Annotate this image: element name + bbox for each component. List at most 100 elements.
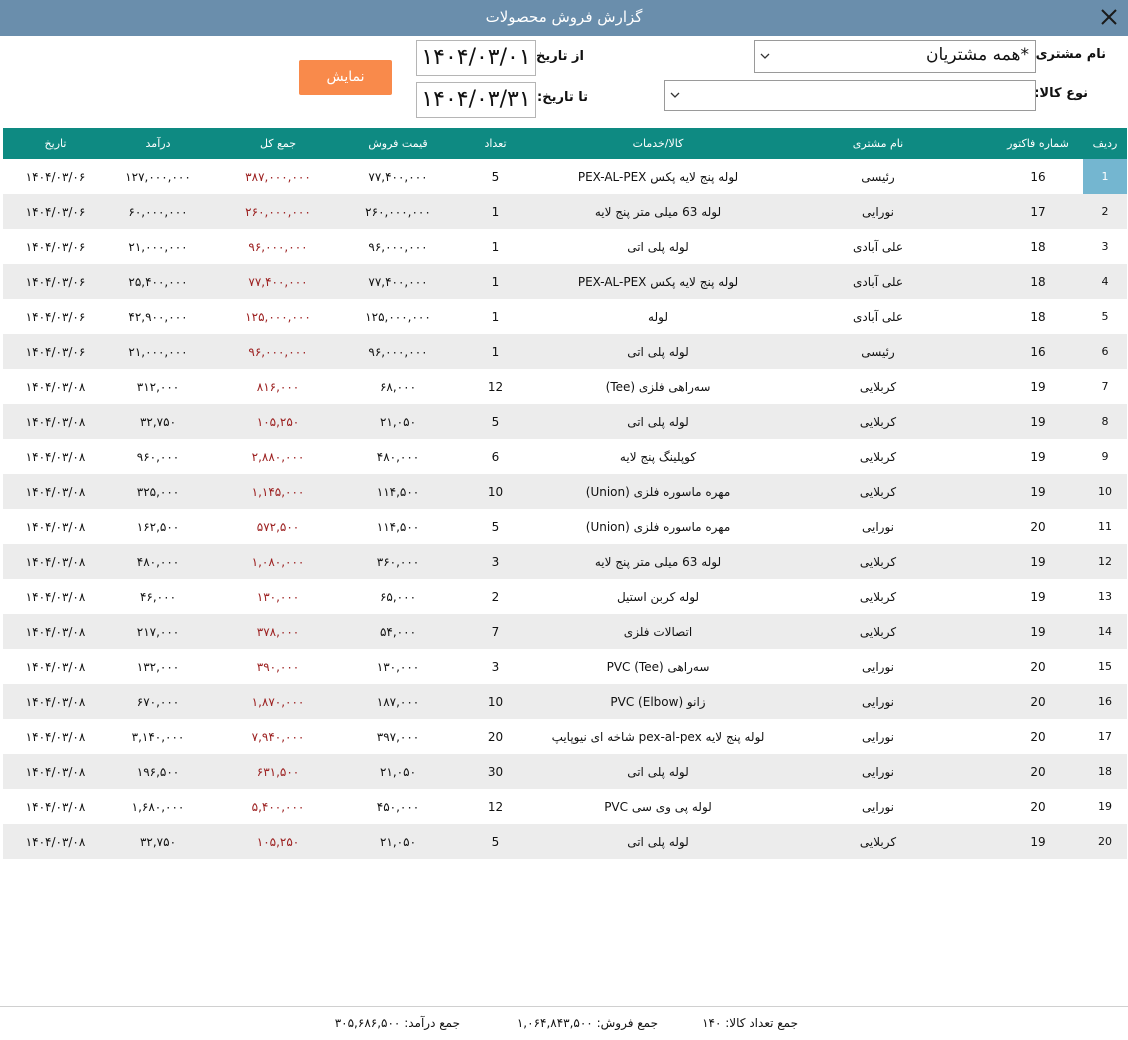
cell-invoice[interactable]: 19 [1030, 484, 1046, 499]
table-row[interactable]: 10 19 کربلایی مهره ماسوره فلزی (Union) 10 ۱۱۴… [3, 474, 1127, 509]
cell-total[interactable]: ۱,۱۴۵,۰۰۰ [251, 484, 305, 499]
cell-income[interactable]: ۶۰,۰۰۰,۰۰۰ [128, 204, 188, 219]
cell-price[interactable]: ۱۲۵,۰۰۰,۰۰۰ [365, 309, 431, 324]
cell-invoice[interactable]: 19 [1030, 834, 1046, 849]
cell-date[interactable]: ۱۴۰۴/۰۳/۰۸ [25, 379, 86, 394]
cell-income[interactable]: ۲۵,۴۰۰,۰۰۰ [128, 274, 188, 289]
cell-product[interactable]: لوله کربن استیل [616, 589, 700, 604]
cell-qty[interactable]: 7 [491, 624, 500, 639]
cell-income[interactable]: ۴۶,۰۰۰ [139, 589, 177, 604]
customer-select[interactable]: *همه مشتریان [754, 40, 1036, 73]
close-icon[interactable] [1096, 4, 1122, 30]
cell-date[interactable]: ۱۴۰۴/۰۳/۰۸ [25, 449, 86, 464]
cell-total[interactable]: ۳۹۰,۰۰۰ [256, 659, 300, 674]
cell-income[interactable]: ۲۱,۰۰۰,۰۰۰ [128, 239, 188, 254]
table-row[interactable]: 13 19 کربلایی لوله کربن استیل 2 ۶۵,۰۰۰ ۱۳۰,۰۰۰… [3, 579, 1127, 614]
cell-income[interactable]: ۲۱,۰۰۰,۰۰۰ [128, 344, 188, 359]
cell-idx[interactable]: 1 [1083, 159, 1127, 194]
cell-income[interactable]: ۳,۱۴۰,۰۰۰ [131, 729, 185, 744]
cell-price[interactable]: ۱۱۴,۵۰۰ [376, 484, 420, 499]
table-row[interactable]: 16 20 نورایی زانو (Elbow) PVC 10 ۱۸۷,۰۰۰ ۱,۸۷۰… [3, 684, 1127, 719]
cell-total[interactable]: ۱,۸۷۰,۰۰۰ [251, 694, 305, 709]
header-product[interactable]: کالا/خدمات [632, 137, 684, 150]
cell-idx[interactable]: 9 [1101, 450, 1109, 463]
cell-invoice[interactable]: 20 [1030, 764, 1046, 779]
cell-date[interactable]: ۱۴۰۴/۰۳/۰۶ [25, 239, 86, 254]
cell-date[interactable]: ۱۴۰۴/۰۳/۰۶ [25, 204, 86, 219]
header-idx[interactable]: ردیف [1092, 137, 1118, 150]
cell-income[interactable]: ۳۲,۷۵۰ [139, 414, 177, 429]
cell-date[interactable]: ۱۴۰۴/۰۳/۰۶ [25, 309, 86, 324]
cell-qty[interactable]: 1 [491, 309, 500, 324]
cell-date[interactable]: ۱۴۰۴/۰۳/۰۸ [25, 659, 86, 674]
cell-income[interactable]: ۱۶۲,۵۰۰ [136, 519, 180, 534]
cell-price[interactable]: ۱۱۴,۵۰۰ [376, 519, 420, 534]
cell-customer[interactable]: رئیسی [861, 344, 895, 359]
cell-price[interactable]: ۵۴,۰۰۰ [379, 624, 417, 639]
cell-product[interactable]: لوله پنج لایه pex-al-pex شاخه ای نیوپایپ [551, 729, 765, 744]
cell-idx[interactable]: 2 [1101, 205, 1109, 218]
cell-idx[interactable]: 14 [1098, 625, 1112, 638]
cell-invoice[interactable]: 20 [1030, 694, 1046, 709]
cell-price[interactable]: ۴۸۰,۰۰۰ [376, 449, 420, 464]
cell-income[interactable]: ۴۸۰,۰۰۰ [136, 554, 180, 569]
cell-idx[interactable]: 16 [1098, 695, 1112, 708]
cell-total[interactable]: ۹۶,۰۰۰,۰۰۰ [248, 239, 308, 254]
cell-customer[interactable]: کربلایی [859, 414, 897, 429]
header-qty[interactable]: تعداد [484, 137, 507, 150]
cell-product[interactable]: زانو (Elbow) PVC [610, 694, 706, 709]
cell-product[interactable]: مهره ماسوره فلزی (Union) [585, 519, 731, 534]
cell-invoice[interactable]: 19 [1030, 449, 1046, 464]
cell-idx[interactable]: 17 [1098, 730, 1112, 743]
cell-qty[interactable]: 1 [491, 239, 500, 254]
cell-income[interactable]: ۱۳۲,۰۰۰ [136, 659, 180, 674]
table-row[interactable]: 17 20 نورایی لوله پنج لایه pex-al-pex شاخه … [3, 719, 1127, 754]
cell-qty[interactable]: 5 [491, 414, 500, 429]
cell-income[interactable]: ۳۱۲,۰۰۰ [136, 379, 180, 394]
cell-total[interactable]: ۱,۰۸۰,۰۰۰ [251, 554, 305, 569]
cell-product[interactable]: مهره ماسوره فلزی (Union) [585, 484, 731, 499]
cell-customer[interactable]: کربلایی [859, 379, 897, 394]
cell-date[interactable]: ۱۴۰۴/۰۳/۰۶ [25, 344, 86, 359]
header-customer[interactable]: نام مشتری [852, 137, 904, 150]
cell-idx[interactable]: 6 [1101, 345, 1109, 358]
cell-invoice[interactable]: 20 [1030, 799, 1046, 814]
cell-total[interactable]: ۶۳۱,۵۰۰ [256, 764, 300, 779]
cell-price[interactable]: ۶۵,۰۰۰ [379, 589, 417, 604]
cell-qty[interactable]: 5 [491, 519, 500, 534]
cell-customer[interactable]: نورایی [862, 659, 895, 674]
cell-invoice[interactable]: 20 [1030, 729, 1046, 744]
cell-date[interactable]: ۱۴۰۴/۰۳/۰۸ [25, 484, 86, 499]
cell-invoice[interactable]: 19 [1030, 379, 1046, 394]
cell-invoice[interactable]: 18 [1030, 274, 1046, 289]
cell-product[interactable]: لوله پلی اتی [627, 834, 689, 849]
cell-invoice[interactable]: 19 [1030, 414, 1046, 429]
cell-income[interactable]: ۱۹۶,۵۰۰ [136, 764, 180, 779]
cell-customer[interactable]: کربلایی [859, 834, 897, 849]
cell-idx[interactable]: 8 [1101, 415, 1109, 428]
cell-invoice[interactable]: 18 [1030, 309, 1046, 324]
cell-price[interactable]: ۲۱,۰۵۰ [379, 414, 417, 429]
cell-idx[interactable]: 18 [1098, 765, 1112, 778]
cell-price[interactable]: ۳۶۰,۰۰۰ [376, 554, 420, 569]
cell-customer[interactable]: نورایی [862, 204, 895, 219]
cell-date[interactable]: ۱۴۰۴/۰۳/۰۸ [25, 589, 86, 604]
cell-product[interactable]: لوله پلی اتی [627, 344, 689, 359]
cell-income[interactable]: ۱,۶۸۰,۰۰۰ [131, 799, 185, 814]
cell-idx[interactable]: 3 [1101, 240, 1109, 253]
cell-qty[interactable]: 3 [491, 554, 500, 569]
cell-total[interactable]: ۱۰۵,۲۵۰ [256, 414, 300, 429]
cell-product[interactable]: لوله پلی اتی [627, 239, 689, 254]
cell-idx[interactable]: 11 [1098, 520, 1112, 533]
from-date-input[interactable]: ۱۴۰۴/۰۳/۰۱ [416, 40, 536, 76]
cell-date[interactable]: ۱۴۰۴/۰۳/۰۸ [25, 764, 86, 779]
cell-price[interactable]: ۶۸,۰۰۰ [379, 379, 417, 394]
table-row[interactable]: 20 19 کربلایی لوله پلی اتی 5 ۲۱,۰۵۰ ۱۰۵,۲۵۰ ۳۲,… [3, 824, 1127, 859]
cell-product[interactable]: اتصالات فلزی [623, 624, 693, 639]
cell-idx[interactable]: 13 [1098, 590, 1112, 603]
cell-total[interactable]: ۹۶,۰۰۰,۰۰۰ [248, 344, 308, 359]
cell-product[interactable]: سه‌راهی (Tee) PVC [606, 659, 710, 674]
cell-qty[interactable]: 10 [487, 694, 504, 709]
cell-customer[interactable]: کربلایی [859, 449, 897, 464]
cell-income[interactable]: ۴۲,۹۰۰,۰۰۰ [128, 309, 188, 324]
